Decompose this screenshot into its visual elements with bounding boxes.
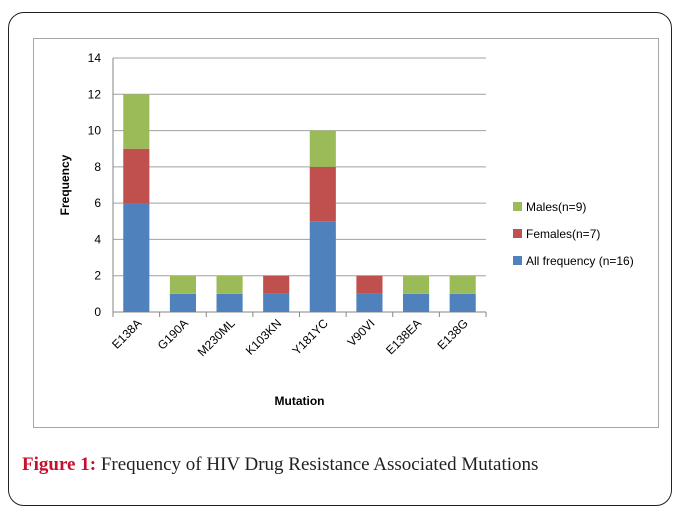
legend-label: All frequency (n=16) xyxy=(526,254,634,268)
y-tick-label: 14 xyxy=(88,51,102,65)
y-tick-label: 4 xyxy=(94,232,101,246)
bar-segment-s0 xyxy=(263,293,290,312)
bar-segment-s2 xyxy=(309,130,336,167)
caption-text: Frequency of HIV Drug Resistance Associa… xyxy=(96,454,539,475)
bar-segment-s1 xyxy=(263,275,290,294)
bar-segment-s0 xyxy=(449,293,476,312)
y-tick-label: 12 xyxy=(88,87,102,101)
caption-label: Figure 1: xyxy=(22,454,97,475)
bar-segment-s1 xyxy=(356,275,383,294)
bar-segment-s2 xyxy=(169,275,196,294)
x-tick-label: E138G xyxy=(434,316,470,352)
stacked-bar-chart: 0 2 4 6 8 10 12 14 E138A G190A M230ML K103KN Y181YC V… xyxy=(58,51,634,408)
bar-segment-s0 xyxy=(169,293,196,312)
figure-caption: Figure 1: Frequency of HIV Drug Resistan… xyxy=(22,454,538,476)
bar-segment-s1 xyxy=(123,148,150,204)
x-tick-label: M230ML xyxy=(195,316,238,359)
y-tick-label: 0 xyxy=(94,305,101,319)
y-tick-label: 8 xyxy=(94,160,101,174)
bar-segment-s2 xyxy=(123,94,150,149)
bar-segment-s0 xyxy=(216,293,243,312)
y-tick-label: 2 xyxy=(94,269,101,283)
x-tick-label: V90VI xyxy=(345,316,378,349)
x-tick-label: G190A xyxy=(155,316,191,352)
y-tick-label: 6 xyxy=(94,196,101,210)
legend-swatch xyxy=(513,229,522,238)
legend-label: Females(n=7) xyxy=(526,227,600,241)
legend-swatch xyxy=(513,202,522,211)
x-tick-label: E138EA xyxy=(383,316,424,357)
legend-swatch xyxy=(513,256,522,265)
bar-segment-s1 xyxy=(309,166,336,222)
bar-segment-s0 xyxy=(309,221,336,312)
bar-segment-s2 xyxy=(403,275,430,294)
x-tick-label: K103KN xyxy=(243,316,285,358)
bar-segment-s2 xyxy=(449,275,476,294)
x-tick-label: Y181YC xyxy=(289,316,331,358)
x-axis-title: Mutation xyxy=(275,394,325,408)
bar-segment-s0 xyxy=(356,293,383,312)
y-tick-label: 10 xyxy=(88,124,102,138)
x-tick-label: E138A xyxy=(109,316,144,351)
chart-area: 0 2 4 6 8 10 12 14 E138A G190A M230ML K103KN Y181YC V… xyxy=(33,38,659,428)
figure-frame xyxy=(8,12,672,506)
legend-label: Males(n=9) xyxy=(526,200,586,214)
bar-segment-s2 xyxy=(216,275,243,294)
y-axis-title: Frequency xyxy=(58,154,72,215)
bar-segment-s0 xyxy=(123,203,150,312)
bar-segment-s0 xyxy=(403,293,430,312)
